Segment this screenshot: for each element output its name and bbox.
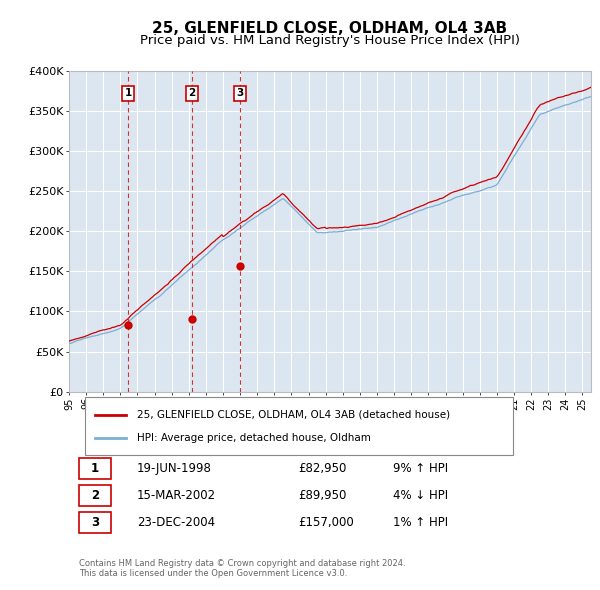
Text: 3: 3 [91, 516, 99, 529]
Text: 1: 1 [125, 88, 132, 99]
FancyBboxPatch shape [85, 398, 513, 455]
Text: 1% ↑ HPI: 1% ↑ HPI [392, 516, 448, 529]
Text: 2: 2 [91, 489, 99, 502]
Text: £82,950: £82,950 [299, 462, 347, 475]
Text: Contains HM Land Registry data © Crown copyright and database right 2024.
This d: Contains HM Land Registry data © Crown c… [79, 559, 406, 578]
Text: 19-JUN-1998: 19-JUN-1998 [137, 462, 212, 475]
Text: 4% ↓ HPI: 4% ↓ HPI [392, 489, 448, 502]
Text: Price paid vs. HM Land Registry's House Price Index (HPI): Price paid vs. HM Land Registry's House … [140, 34, 520, 47]
FancyBboxPatch shape [79, 458, 111, 479]
Text: £89,950: £89,950 [299, 489, 347, 502]
Text: 23-DEC-2004: 23-DEC-2004 [137, 516, 215, 529]
Text: 1: 1 [91, 462, 99, 475]
FancyBboxPatch shape [79, 512, 111, 533]
Text: 15-MAR-2002: 15-MAR-2002 [137, 489, 216, 502]
Text: 9% ↑ HPI: 9% ↑ HPI [392, 462, 448, 475]
Text: 25, GLENFIELD CLOSE, OLDHAM, OL4 3AB (detached house): 25, GLENFIELD CLOSE, OLDHAM, OL4 3AB (de… [137, 409, 450, 419]
Text: HPI: Average price, detached house, Oldham: HPI: Average price, detached house, Oldh… [137, 433, 371, 443]
Text: 25, GLENFIELD CLOSE, OLDHAM, OL4 3AB: 25, GLENFIELD CLOSE, OLDHAM, OL4 3AB [152, 21, 508, 35]
Text: 2: 2 [188, 88, 196, 99]
Text: £157,000: £157,000 [299, 516, 355, 529]
Text: 3: 3 [236, 88, 244, 99]
FancyBboxPatch shape [79, 485, 111, 506]
